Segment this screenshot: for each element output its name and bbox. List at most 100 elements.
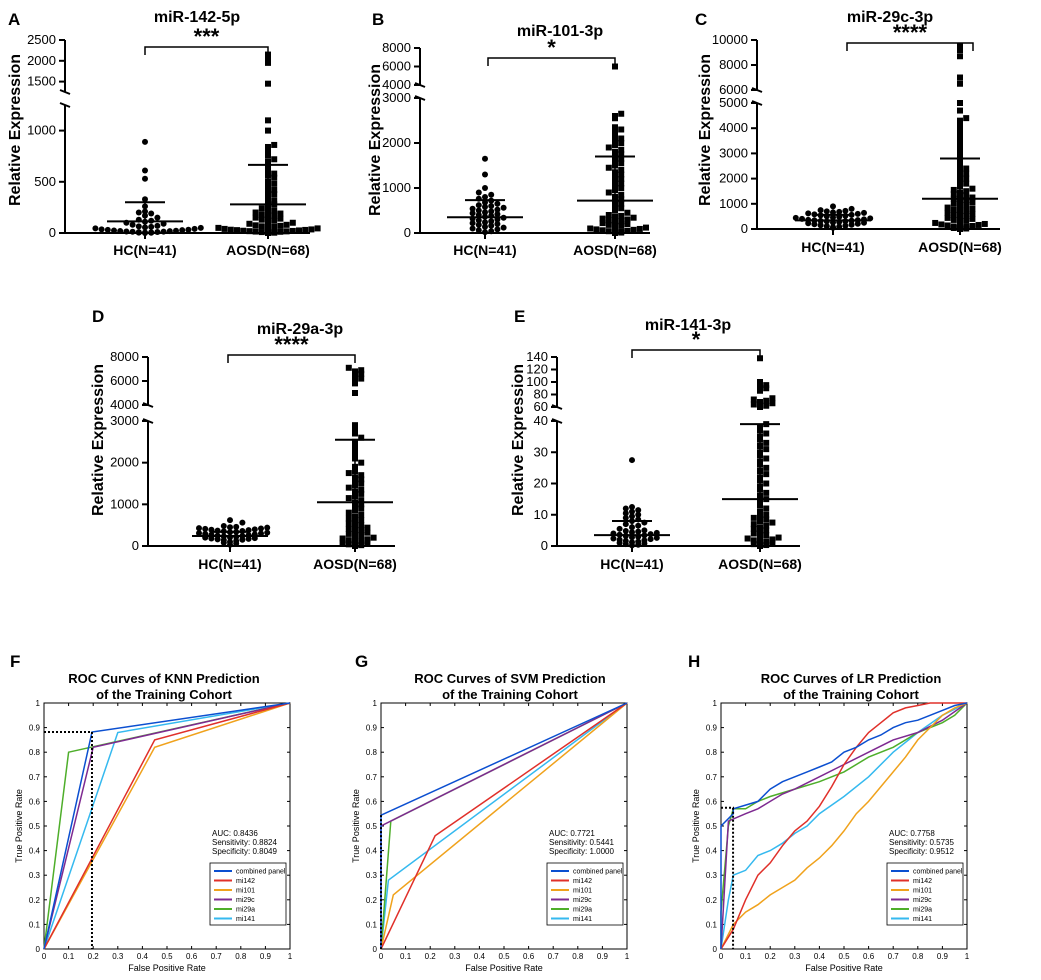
panel-label: D [92,307,104,326]
data-point [957,53,963,60]
data-point [352,368,358,375]
data-point [830,209,836,216]
y-tick-label: 8000 [382,40,411,55]
legend-label: mi29c [913,897,932,904]
data-point [587,225,594,232]
data-point [622,510,629,517]
legend-label: mi29c [236,897,255,904]
data-point [358,538,365,544]
legend-label: mi29c [573,897,592,904]
y-tick-label: 10 [534,507,548,522]
roc-curve-mi141 [43,702,291,950]
data-point [252,228,259,235]
y-tick-label: 0.6 [29,797,41,806]
data-point [641,527,648,534]
data-point [264,529,271,536]
data-point [482,171,488,178]
y-tick-label: 4000 [110,397,139,412]
y-tick-label: 3000 [110,413,139,428]
x-tick-label: 0.1 [63,952,75,961]
category-label: AOSD(N=68) [226,242,310,258]
data-point [635,511,642,518]
data-point [482,155,488,162]
data-point [142,196,148,203]
data-point [364,540,371,547]
data-point [258,211,265,218]
stat-text: Specificity: 0.9512 [889,847,954,856]
y-axis-label: Relative Expression [7,54,24,206]
category-label: AOSD(N=68) [573,242,657,258]
y-tick-label: 4000 [382,77,411,92]
data-point [179,227,186,234]
data-point [191,225,198,232]
y-tick-label: 140 [526,349,548,364]
data-point [763,464,770,471]
y-tick-label: 0.7 [29,773,41,782]
chart-title: ROC Curves of KNN Prediction [68,671,259,686]
chart-title: ROC Curves of LR Prediction [761,671,942,686]
data-point [345,470,352,477]
data-point [277,222,284,229]
y-tick-label: 8000 [110,349,139,364]
x-tick-label: 0 [379,952,384,961]
data-point [957,107,963,114]
data-point [166,228,173,235]
data-point [612,124,618,131]
data-point [339,539,346,546]
y-tick-label: 1 [36,699,41,708]
data-point [358,375,365,382]
data-point [630,226,637,233]
data-point [750,396,757,403]
data-point [196,530,202,537]
data-point [252,209,259,216]
data-point [352,426,358,433]
x-tick-label: 0.6 [863,952,875,961]
data-point [612,207,618,214]
data-point [345,537,352,544]
y-tick-label: 0.3 [706,871,718,880]
data-point [624,209,631,216]
data-point [358,497,365,504]
y-axis-label: True Positive Rate [14,789,24,863]
data-point [352,528,358,535]
data-point [622,528,629,534]
data-point [271,180,278,187]
data-point [358,542,365,549]
data-point [618,212,625,219]
roc-curve-mi101 [43,702,291,950]
legend-box [546,862,624,926]
data-point [117,227,124,234]
data-point [494,206,501,213]
significance-label: **** [274,332,309,357]
data-point [757,539,763,546]
data-point [757,524,763,531]
data-point [289,227,296,234]
data-point [197,224,204,231]
data-point [750,537,757,544]
data-point [352,543,358,549]
y-tick-label: 0.5 [706,822,718,831]
data-point [352,533,358,540]
category-label: AOSD(N=68) [918,239,1002,255]
data-point [769,395,776,402]
data-point [271,229,278,236]
y-tick-label: 6000 [719,82,748,97]
legend-box [886,862,964,926]
data-point [957,74,963,81]
data-point [975,221,982,228]
chart-title: miR-29c-3p [847,9,933,26]
data-point [969,215,976,222]
data-point [358,511,365,518]
data-point [963,191,970,198]
significance-label: *** [194,24,220,49]
data-point [475,221,482,228]
data-point [618,167,625,173]
operating-point-guide [44,731,93,949]
data-point [135,209,142,216]
data-point [308,226,315,233]
y-tick-label: 0.4 [29,847,41,856]
data-point [629,508,635,515]
roc-curve-combined-panel [43,702,291,950]
legend-label: combined panel [573,869,623,876]
data-point [963,207,970,214]
